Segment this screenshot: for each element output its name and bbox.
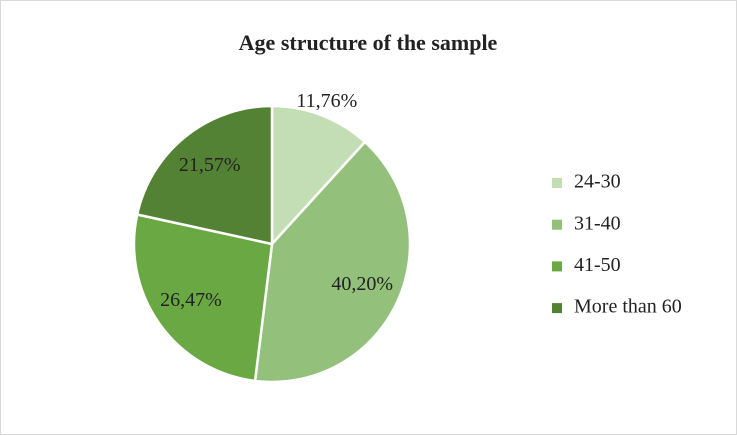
data-label: 21,57% bbox=[179, 154, 241, 176]
data-label: 40,20% bbox=[331, 273, 393, 295]
legend-swatch bbox=[552, 261, 562, 272]
legend-label: 31-40 bbox=[574, 212, 621, 234]
legend-label: 24-30 bbox=[574, 171, 621, 193]
data-label: 26,47% bbox=[160, 289, 222, 311]
legend-swatch bbox=[552, 219, 562, 230]
pie-slice bbox=[135, 104, 274, 246]
chart-title: Age structure of the sample bbox=[239, 30, 498, 55]
legend-label: 41-50 bbox=[574, 254, 621, 276]
data-label: 11,76% bbox=[296, 90, 357, 112]
legend-swatch bbox=[552, 303, 562, 314]
legend-label: More than 60 bbox=[574, 296, 682, 318]
legend-swatch bbox=[552, 178, 562, 188]
pie-slice bbox=[132, 213, 274, 383]
pie-slice bbox=[253, 140, 412, 384]
pie-slice bbox=[270, 104, 367, 248]
